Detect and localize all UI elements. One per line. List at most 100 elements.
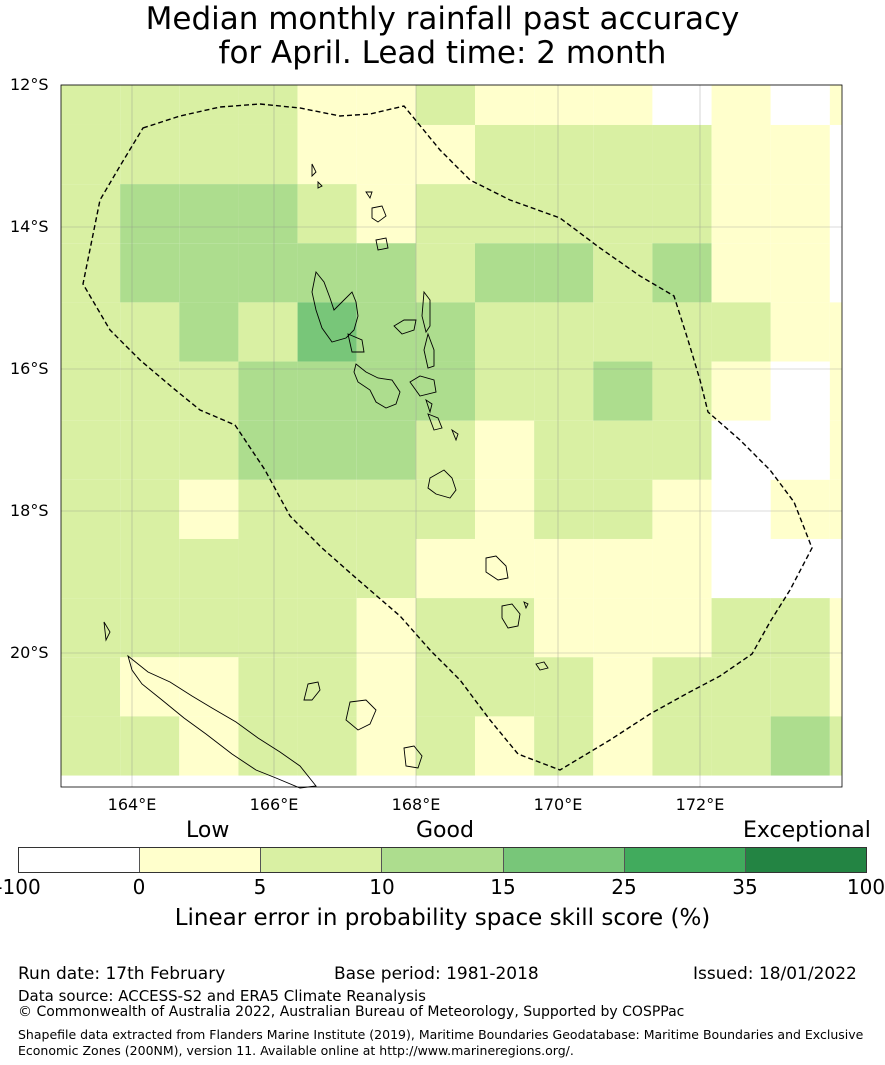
map-title-line2: for April. Lead time: 2 month xyxy=(218,35,667,71)
colorbar-segment xyxy=(503,848,625,872)
grid-cell xyxy=(356,124,416,185)
grid-cell xyxy=(475,124,535,185)
grid-cell xyxy=(297,302,357,362)
grid-cell xyxy=(593,479,653,539)
island-belep xyxy=(103,621,111,642)
grid-cell xyxy=(711,184,771,244)
grid-cell xyxy=(711,420,771,480)
grid-cell xyxy=(238,361,298,421)
grid-cell xyxy=(711,302,771,362)
grid-cell xyxy=(61,361,121,421)
grid-cell xyxy=(534,420,594,480)
grid-cell xyxy=(356,716,416,776)
grid-cell xyxy=(475,657,535,717)
map-frame xyxy=(60,84,843,788)
island-epi xyxy=(427,413,443,431)
grid-cell xyxy=(179,657,239,717)
grid-cell xyxy=(593,716,653,776)
colorbar-tick: 15 xyxy=(490,875,516,899)
grid-cell xyxy=(475,598,535,658)
grid-cell xyxy=(415,420,476,480)
grid-cell xyxy=(179,479,239,539)
grid-cell xyxy=(356,598,416,658)
skill-grid xyxy=(61,85,842,776)
grid-cell xyxy=(238,716,298,776)
grid-cell xyxy=(356,361,416,421)
grid-cell xyxy=(770,479,830,539)
grid-cell xyxy=(297,538,357,599)
grid-cell xyxy=(297,361,357,421)
colorbar-label: Linear error in probability space skill … xyxy=(174,905,711,931)
lat-label-18s: 18°S xyxy=(10,501,49,520)
colorbar xyxy=(18,847,867,873)
grid-cell xyxy=(829,716,842,776)
island-ambae xyxy=(393,319,417,335)
grid-cell xyxy=(829,361,842,421)
grid-cell xyxy=(829,243,842,303)
grid-cell xyxy=(61,657,121,717)
grid-cell xyxy=(238,243,298,303)
grid-cell xyxy=(415,657,476,717)
grid-cell xyxy=(120,657,180,717)
grid-cell xyxy=(238,657,298,717)
grid-cell xyxy=(61,302,121,362)
grid-cell xyxy=(475,716,535,776)
grid-cell xyxy=(179,124,239,185)
grid-cell xyxy=(179,85,239,125)
grid-cell xyxy=(652,302,712,362)
grid-cell xyxy=(356,657,416,717)
grid-cell xyxy=(593,85,653,125)
grid-cell xyxy=(415,361,476,421)
grid-cell xyxy=(120,479,180,539)
grid-cell xyxy=(356,479,416,539)
grid-cell xyxy=(356,243,416,303)
colorbar-tick: 25 xyxy=(611,875,637,899)
colorbar-tick: 5 xyxy=(253,875,267,899)
grid-cell xyxy=(829,479,842,539)
grid-cell xyxy=(475,361,535,421)
grid-cell xyxy=(711,479,771,539)
grid-cell xyxy=(770,361,830,421)
grid-cell xyxy=(415,598,476,658)
grid-cell xyxy=(534,538,594,599)
issued-date: Issued: 18/01/2022 xyxy=(693,964,857,984)
island-torres-1 xyxy=(311,163,317,178)
grid-cell xyxy=(829,184,842,244)
grid-cell xyxy=(711,361,771,421)
grid-cell xyxy=(593,598,653,658)
grid-cell xyxy=(652,538,712,599)
grid-cell xyxy=(120,184,180,244)
copyright: © Commonwealth of Australia 2022, Austra… xyxy=(18,1004,685,1020)
grid-cell xyxy=(652,420,712,480)
island-aniwa xyxy=(523,601,529,610)
grid-cell xyxy=(297,598,357,658)
grid-cell xyxy=(356,302,416,362)
lat-label-12s: 12°S xyxy=(10,75,49,94)
grid-cell xyxy=(356,538,416,599)
grid-cell xyxy=(179,302,239,362)
grid-cell xyxy=(297,716,357,776)
grid-cell xyxy=(297,657,357,717)
island-pentecost xyxy=(423,332,435,369)
island-ambrym xyxy=(409,375,437,397)
grid-cell xyxy=(652,124,712,185)
grid-cell xyxy=(534,243,594,303)
grid-cell xyxy=(770,124,830,185)
grid-cell xyxy=(61,538,121,599)
grid-cell xyxy=(652,243,712,303)
shapefile-credit: Shapefile data extracted from Flanders M… xyxy=(18,1027,864,1058)
colorbar-tick: 100 xyxy=(846,875,885,899)
grid-cell xyxy=(120,361,180,421)
grid-cell xyxy=(238,479,298,539)
grid-cell xyxy=(120,124,180,185)
grid-cell xyxy=(297,420,357,480)
grid-cell xyxy=(770,302,830,362)
grid-cell xyxy=(297,85,357,125)
grid-cell xyxy=(297,243,357,303)
grid-cell xyxy=(593,302,653,362)
grid-cell xyxy=(711,243,771,303)
colorbar-segment xyxy=(624,848,746,872)
island-loyalty-lifou xyxy=(345,699,377,731)
grid-cell xyxy=(238,184,298,244)
grid-cell xyxy=(534,598,594,658)
